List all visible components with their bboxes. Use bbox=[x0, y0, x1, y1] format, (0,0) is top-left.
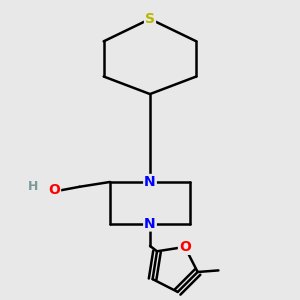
Text: O: O bbox=[48, 183, 60, 197]
Text: N: N bbox=[144, 217, 156, 230]
Text: H: H bbox=[28, 180, 38, 193]
Text: O: O bbox=[179, 240, 191, 254]
Text: S: S bbox=[145, 12, 155, 26]
Text: N: N bbox=[144, 175, 156, 189]
